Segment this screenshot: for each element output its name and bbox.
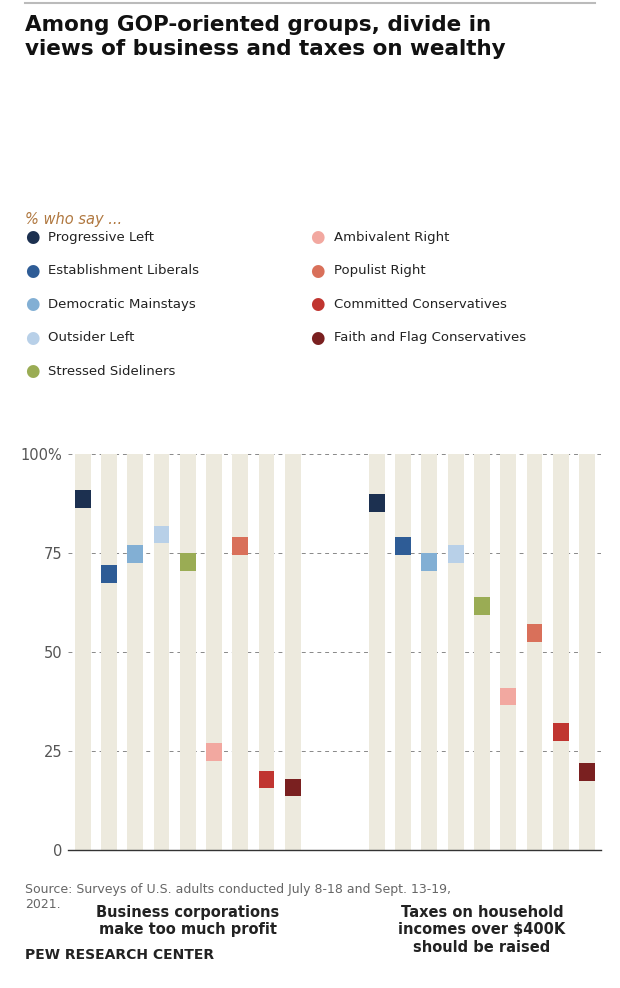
Bar [259,454,275,850]
Bar [127,454,143,850]
Text: Committed Conservatives: Committed Conservatives [334,297,507,311]
Bar [500,454,516,850]
Text: Stressed Sideliners: Stressed Sideliners [48,365,175,378]
Text: Faith and Flag Conservatives: Faith and Flag Conservatives [334,331,526,345]
Bar [553,454,569,850]
Text: ●: ● [25,262,39,280]
Bar [285,779,301,796]
Text: ●: ● [25,363,39,380]
Text: Populist Right: Populist Right [334,264,425,278]
Bar [206,454,222,850]
Bar [448,454,464,850]
Bar [75,454,91,850]
Bar [180,454,195,850]
Bar [422,553,437,571]
Bar [474,454,490,850]
Bar [422,454,437,850]
Text: ●: ● [25,228,39,246]
Bar [553,723,569,741]
Bar [579,454,595,850]
Bar [285,454,301,850]
Bar [369,494,384,512]
Text: Among GOP-oriented groups, divide in
views of business and taxes on wealthy: Among GOP-oriented groups, divide in vie… [25,15,505,59]
Bar [526,454,542,850]
Text: Ambivalent Right: Ambivalent Right [334,230,449,244]
Text: ●: ● [310,262,324,280]
Bar [579,763,595,781]
Text: Progressive Left: Progressive Left [48,230,154,244]
Bar [395,454,411,850]
Text: Establishment Liberals: Establishment Liberals [48,264,200,278]
Bar [180,553,195,571]
Bar [500,688,516,705]
Bar [448,545,464,563]
Bar [474,597,490,615]
Bar [75,490,91,508]
Text: ●: ● [25,329,39,347]
Text: Business corporations
make too much profit: Business corporations make too much prof… [96,905,280,938]
Text: Democratic Mainstays: Democratic Mainstays [48,297,196,311]
Text: ●: ● [310,295,324,313]
Text: Taxes on household
incomes over $400K
should be raised: Taxes on household incomes over $400K sh… [398,905,565,954]
Bar [395,537,411,555]
Bar [369,454,384,850]
Bar [154,454,169,850]
Bar [526,624,542,642]
Text: ●: ● [310,329,324,347]
Bar [232,537,248,555]
Text: ●: ● [310,228,324,246]
Text: Source: Surveys of U.S. adults conducted July 8-18 and Sept. 13-19,
2021.: Source: Surveys of U.S. adults conducted… [25,883,451,911]
Bar [232,454,248,850]
Bar [101,565,117,583]
Bar [101,454,117,850]
Bar [206,743,222,761]
Text: % who say ...: % who say ... [25,212,122,227]
Text: Outsider Left: Outsider Left [48,331,135,345]
Bar [259,771,275,788]
Text: ●: ● [25,295,39,313]
Bar [127,545,143,563]
Text: PEW RESEARCH CENTER: PEW RESEARCH CENTER [25,948,214,962]
Bar [154,526,169,543]
